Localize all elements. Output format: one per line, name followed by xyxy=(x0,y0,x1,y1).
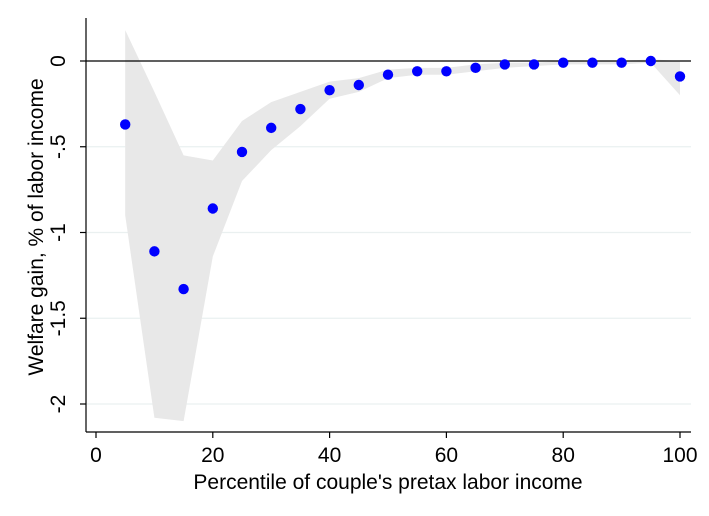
data-point-0 xyxy=(120,119,131,130)
data-point-10 xyxy=(412,66,423,77)
data-point-16 xyxy=(587,57,598,68)
confidence-band-area xyxy=(125,30,680,422)
y-tick-label-1: -.5 xyxy=(47,134,70,159)
x-tick-label-5: 100 xyxy=(662,444,697,467)
y-axis-title: Welfare gain, % of labor income xyxy=(25,78,48,375)
data-point-17 xyxy=(616,57,627,68)
tick-labels: 0 20 40 60 80 100 0 -.5 -1 -1.5 -2 xyxy=(47,55,698,467)
x-tick-label-3: 60 xyxy=(435,444,458,467)
data-point-6 xyxy=(295,103,306,115)
data-point-3 xyxy=(207,203,218,214)
data-point-7 xyxy=(324,84,335,96)
data-point-19 xyxy=(674,71,686,82)
data-point-12 xyxy=(470,62,481,74)
data-point-11 xyxy=(441,66,452,77)
y-tick-label-3: -1.5 xyxy=(47,300,70,336)
y-tick-label-4: -2 xyxy=(47,395,70,414)
x-tick-label-1: 20 xyxy=(201,444,224,467)
confidence-band xyxy=(125,30,680,422)
data-point-15 xyxy=(558,57,569,68)
data-point-18 xyxy=(645,55,656,67)
y-tick-label-0: 0 xyxy=(47,55,70,67)
data-points xyxy=(120,55,686,295)
data-point-4 xyxy=(236,146,248,158)
x-tick-label-0: 0 xyxy=(90,444,102,467)
data-point-8 xyxy=(353,79,364,91)
data-point-9 xyxy=(382,69,394,80)
data-point-2 xyxy=(178,283,189,295)
data-point-13 xyxy=(499,59,510,70)
y-tick-label-2: -1 xyxy=(47,223,70,242)
data-point-1 xyxy=(149,246,160,257)
x-tick-label-2: 40 xyxy=(318,444,341,467)
x-tick-label-4: 80 xyxy=(552,444,575,467)
axes xyxy=(80,18,691,438)
x-axis-title: Percentile of couple's pretax labor inco… xyxy=(193,471,582,494)
data-point-5 xyxy=(266,122,277,134)
data-point-14 xyxy=(528,59,540,70)
